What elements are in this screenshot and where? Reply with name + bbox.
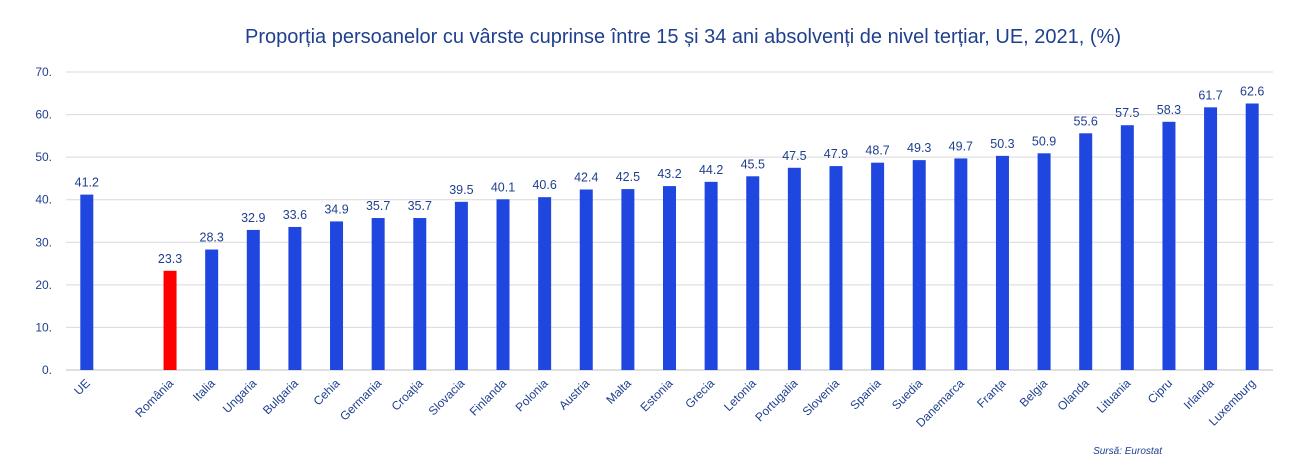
bar (163, 270, 177, 370)
y-tick-label: 70. (35, 65, 52, 79)
y-tick-label: 50. (35, 150, 52, 164)
category-label: Polonia (513, 376, 551, 414)
category-label: Germania (337, 376, 384, 423)
category-label: Slovenia (800, 376, 843, 419)
bar (995, 155, 1009, 370)
bar (579, 189, 593, 370)
data-label: 50.3 (990, 137, 1014, 151)
data-label: 47.9 (824, 147, 848, 161)
bar (954, 158, 968, 370)
data-label: 35.7 (408, 199, 432, 213)
y-axis-ticks: 0. 10. 20. 30. 40. 50. 60. 70. (35, 65, 52, 377)
category-label: Finlanda (467, 376, 510, 419)
source-note: Sursă: Eurostat (1093, 446, 1163, 457)
bar (454, 201, 468, 370)
bar (1245, 103, 1259, 370)
bar (413, 218, 427, 370)
category-label: România (132, 376, 176, 420)
data-label: 49.7 (949, 139, 973, 153)
chart-title: Proporția persoanelor cu vârste cuprinse… (245, 26, 1121, 48)
bar (746, 176, 760, 370)
category-label: UE (71, 376, 93, 398)
y-tick-label: 0. (42, 363, 52, 377)
bar (288, 226, 302, 370)
category-label: Croația (389, 376, 426, 413)
bars (80, 103, 1259, 371)
category-label: Ungaria (220, 376, 260, 416)
bar (1120, 125, 1134, 370)
bar (871, 162, 885, 370)
data-label: 42.5 (616, 170, 640, 184)
data-label: 55.6 (1074, 114, 1098, 128)
x-axis-labels: UE România Italia Ungaria Bulgaria CehiaGerma… (71, 376, 1258, 430)
data-label: 40.1 (491, 180, 515, 194)
data-labels: 41.2 23.3 28.3 32.9 33.6 34.9 35.7 35.7 39.5 40.1… (75, 85, 1265, 266)
data-label: 62.6 (1240, 85, 1264, 99)
category-label: Bulgaria (260, 376, 301, 417)
category-label: Letonia (721, 376, 759, 414)
data-label: 28.3 (200, 231, 224, 245)
bar (1162, 121, 1176, 371)
data-label: 32.9 (241, 211, 265, 225)
bar (663, 186, 676, 370)
data-label: 39.5 (449, 183, 473, 197)
category-label: Lituania (1094, 376, 1134, 416)
y-tick-label: 40. (35, 193, 52, 207)
category-label: Slovacia (426, 376, 468, 418)
data-label: 33.6 (283, 208, 307, 222)
bar (371, 218, 385, 370)
category-label: Cipru (1145, 376, 1175, 406)
category-label: Suedia (889, 376, 926, 413)
category-label: Austria (556, 376, 593, 413)
category-label: Belgia (1017, 376, 1051, 410)
data-label: 49.3 (907, 141, 931, 155)
data-label: 40.6 (532, 178, 556, 192)
bar (538, 197, 552, 370)
y-tick-label: 20. (35, 278, 52, 292)
bar (912, 160, 926, 370)
category-label: Franța (974, 376, 1009, 411)
bar (80, 194, 94, 370)
bar (829, 166, 843, 370)
bar (205, 249, 219, 370)
data-label: 61.7 (1198, 88, 1222, 102)
bar (246, 229, 260, 370)
category-label: Malta (603, 376, 634, 407)
data-label: 58.3 (1157, 103, 1181, 117)
category-label: Spania (847, 376, 884, 413)
data-label: 57.5 (1115, 106, 1139, 120)
bar (1079, 133, 1093, 370)
data-label: 50.9 (1032, 134, 1056, 148)
data-label: 47.5 (782, 149, 806, 163)
data-label: 45.5 (741, 157, 765, 171)
data-label: 23.3 (158, 252, 182, 266)
bar (621, 189, 635, 370)
bar (704, 181, 718, 370)
data-label: 35.7 (366, 199, 390, 213)
bar (787, 167, 801, 370)
category-label: Cehia (311, 376, 343, 408)
data-label: 43.2 (657, 167, 681, 181)
category-label: Portugalia (752, 376, 800, 424)
bar (1204, 107, 1218, 370)
y-tick-label: 30. (35, 235, 52, 249)
bar (330, 221, 344, 370)
bar (496, 199, 510, 370)
category-label: Irlanda (1181, 376, 1217, 412)
bar (1037, 153, 1051, 370)
category-label: Grecia (682, 376, 717, 411)
category-label: Italia (190, 376, 218, 404)
data-label: 42.4 (574, 170, 598, 184)
y-tick-label: 60. (35, 108, 52, 122)
data-label: 34.9 (324, 202, 348, 216)
data-label: 48.7 (865, 144, 889, 158)
data-label: 41.2 (75, 176, 99, 190)
data-label: 44.2 (699, 163, 723, 177)
y-tick-label: 10. (35, 320, 52, 334)
category-label: Olanda (1055, 376, 1092, 413)
category-label: Estonia (637, 376, 675, 414)
